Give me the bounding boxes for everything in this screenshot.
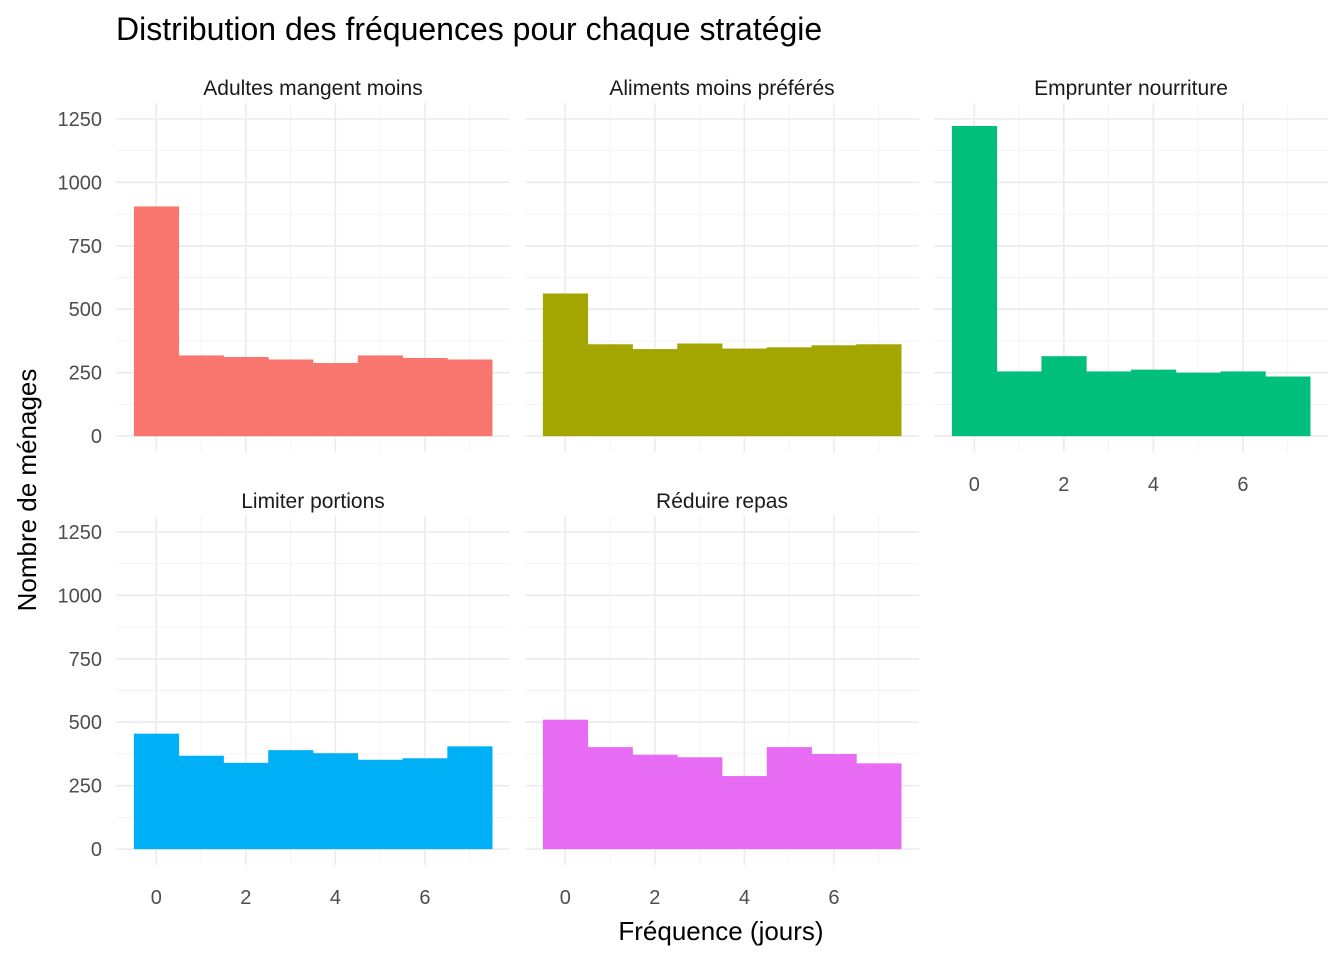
x-tick-label: 4 — [330, 887, 341, 909]
histogram-bar — [587, 747, 633, 850]
histogram-bar — [268, 750, 314, 850]
facet-label: Aliments moins préférés — [609, 77, 834, 100]
histogram-bar — [722, 776, 768, 850]
panel-2: Aliments moins préférés — [525, 77, 919, 452]
x-axis-title: Fréquence (jours) — [618, 916, 823, 946]
y-tick-label: 500 — [69, 712, 102, 734]
y-tick-label: 0 — [91, 426, 102, 448]
y-tick-label: 750 — [69, 236, 102, 258]
histogram-bar — [223, 356, 269, 437]
histogram-bar — [677, 757, 723, 850]
x-tick-label: 0 — [151, 887, 162, 909]
panel-4: Limiter portions 0 250 500 750 1000 1250 0 2 4 6 — [58, 490, 510, 909]
histogram-bar — [677, 343, 723, 437]
histogram-bar — [402, 357, 448, 437]
histogram-bar — [632, 349, 678, 437]
x-tick-label: 6 — [828, 887, 839, 909]
histogram-bar — [587, 344, 633, 437]
histogram-bar — [1220, 371, 1266, 437]
histogram-bar — [856, 344, 902, 437]
histogram-bar — [811, 345, 857, 437]
histogram-bar — [811, 753, 857, 850]
x-tick-label: 0 — [969, 474, 980, 496]
y-tick-label: 1250 — [58, 109, 103, 131]
histogram-bar — [178, 355, 224, 437]
histogram-bar — [1175, 372, 1221, 437]
x-tick-label: 4 — [739, 887, 750, 909]
x-tick-label: 2 — [649, 887, 660, 909]
y-tick-label: 250 — [69, 776, 102, 798]
x-tick-label: 4 — [1148, 474, 1159, 496]
histogram-bar — [357, 355, 403, 437]
x-tick-label: 2 — [240, 887, 251, 909]
y-tick-label: 500 — [69, 299, 102, 321]
panel-1: Adultes mangent moins 0 250 500 750 1000 1250 — [58, 77, 510, 452]
histogram-bar — [1041, 356, 1087, 437]
y-tick-label: 1250 — [58, 522, 103, 544]
histogram-bar — [951, 125, 998, 437]
histogram-bar — [268, 359, 314, 437]
facet-label: Adultes mangent moins — [203, 77, 422, 100]
y-tick-label: 1000 — [58, 585, 103, 607]
histogram-bar — [357, 759, 403, 850]
panels-group: Adultes mangent moins025050075010001250A… — [58, 77, 1328, 909]
x-tick-label: 6 — [419, 887, 430, 909]
x-tick-label: 6 — [1237, 474, 1248, 496]
histogram-bar — [313, 363, 359, 437]
histogram-bar — [766, 347, 812, 437]
histogram-bar — [856, 763, 902, 850]
facet-label: Emprunter nourriture — [1034, 77, 1228, 100]
histogram-bar — [447, 746, 493, 850]
panel-3: Emprunter nourriture 0 2 4 6 — [934, 77, 1328, 496]
histogram-bar — [313, 753, 359, 850]
histogram-bar — [722, 348, 768, 437]
histogram-bar — [447, 359, 493, 437]
histogram-bar — [542, 293, 589, 437]
histogram-bar — [1086, 371, 1132, 437]
facet-label: Réduire repas — [656, 490, 788, 513]
histogram-bar — [996, 371, 1042, 437]
histogram-bar — [632, 754, 678, 850]
histogram-bar — [1131, 369, 1177, 437]
histogram-bar — [178, 755, 224, 850]
histogram-bar — [223, 762, 269, 850]
y-tick-label: 1000 — [58, 172, 103, 194]
histogram-bar — [133, 733, 180, 850]
histogram-bar — [402, 758, 448, 850]
y-axis-title: Nombre de ménages — [12, 369, 42, 612]
histogram-bar — [542, 719, 589, 850]
y-tick-label: 0 — [91, 839, 102, 861]
histogram-bar — [766, 747, 812, 850]
y-tick-label: 750 — [69, 649, 102, 671]
y-tick-label: 250 — [69, 363, 102, 385]
x-tick-label: 2 — [1058, 474, 1069, 496]
chart-title: Distribution des fréquences pour chaque … — [116, 11, 822, 47]
facet-label: Limiter portions — [241, 490, 385, 513]
histogram-bar — [1265, 376, 1311, 437]
x-tick-label: 0 — [560, 887, 571, 909]
panel-5: Réduire repas 0 2 4 6 — [525, 490, 919, 909]
histogram-bar — [133, 206, 180, 437]
